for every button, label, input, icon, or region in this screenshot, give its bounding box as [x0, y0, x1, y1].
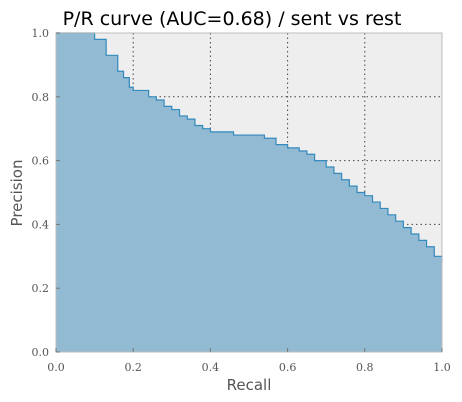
x-tick-label: 0.6: [279, 361, 297, 374]
x-tick-label: 1.0: [433, 361, 451, 374]
pr-line: [56, 32, 443, 263]
y-tick-label: 0.2: [32, 282, 50, 295]
y-tick-label: 1.0: [32, 27, 50, 40]
y-tick-label: 0.8: [32, 91, 50, 104]
y-tick-label: 0.0: [32, 346, 50, 359]
y-tick-label: 0.4: [32, 218, 50, 231]
chart-title: P/R curve (AUC=0.68) / sent vs rest: [63, 8, 402, 30]
plot-frame: [55, 32, 443, 353]
y-axis: 0.0 0.2 0.4 0.6 0.8 1.0: [32, 27, 60, 359]
plot-area: [55, 32, 443, 353]
y-tick-label: 0.6: [32, 155, 50, 168]
pr-area: [56, 33, 442, 352]
x-axis: 0.0 0.2 0.4 0.6 0.8 1.0: [47, 348, 451, 374]
x-tick-label: 0.0: [47, 361, 65, 374]
x-tick-label: 0.4: [202, 361, 220, 374]
x-tick-label: 0.2: [124, 361, 142, 374]
x-tick-label: 0.8: [356, 361, 374, 374]
y-axis-title: Precision: [8, 160, 26, 227]
x-axis-title: Recall: [227, 376, 272, 394]
